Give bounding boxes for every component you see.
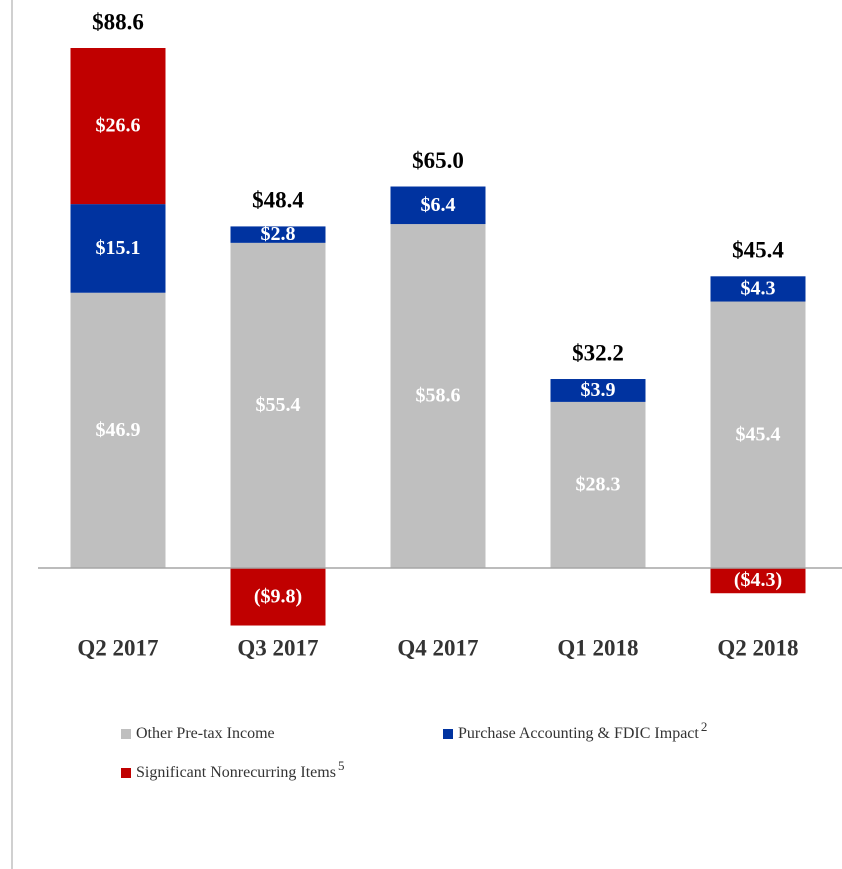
bar-segment: [230, 242, 326, 568]
value-label: $55.4: [256, 394, 301, 416]
bar-segment: [70, 292, 166, 568]
value-label: $28.3: [576, 474, 621, 496]
total-label: $45.4: [732, 238, 784, 263]
legend-swatch: [443, 729, 453, 739]
x-tick-label: Q3 2017: [237, 635, 318, 660]
bar-segment: [710, 301, 806, 568]
x-tick-label: Q4 2017: [397, 635, 478, 660]
total-label: $48.4: [252, 188, 304, 213]
legend-footnote: 2: [701, 719, 708, 734]
bar-segment: [390, 224, 486, 568]
legend-label: Purchase Accounting & FDIC Impact 2: [458, 719, 707, 742]
value-label: $6.4: [421, 194, 456, 216]
x-tick-label: Q2 2018: [717, 635, 798, 660]
legend-swatch: [121, 729, 131, 739]
bar-segment: [70, 48, 166, 205]
bar-segment: [70, 204, 166, 293]
legend-text: Significant Nonrecurring Items: [136, 764, 336, 781]
value-label: $2.8: [261, 223, 296, 245]
bar-segment: [230, 568, 326, 626]
bar-segment: [550, 401, 646, 568]
legend-text: Purchase Accounting & FDIC Impact: [458, 725, 699, 742]
bar-segment: [390, 186, 486, 225]
bar-segment: [710, 276, 806, 302]
bar-segment: [710, 568, 806, 594]
value-label: ($9.8): [254, 585, 302, 607]
value-label: ($4.3): [734, 569, 782, 591]
x-tick-label: Q1 2018: [557, 635, 638, 660]
legend-label: Significant Nonrecurring Items 5: [136, 758, 344, 781]
bar-segment: [550, 379, 646, 402]
value-label: $58.6: [416, 385, 461, 407]
value-label: $46.9: [96, 419, 141, 441]
total-label: $88.6: [92, 9, 144, 34]
legend-label: Other Pre-tax Income: [136, 725, 275, 742]
value-label: $15.1: [96, 237, 141, 259]
value-label: $26.6: [96, 115, 141, 137]
value-label: $45.4: [736, 423, 781, 445]
legend-text: Other Pre-tax Income: [136, 725, 275, 742]
bar-segment: [230, 226, 326, 243]
legend-footnote: 5: [338, 758, 345, 773]
total-label: $32.2: [572, 340, 624, 365]
x-tick-label: Q2 2017: [77, 635, 158, 660]
total-label: $65.0: [412, 148, 464, 173]
value-label: $3.9: [581, 379, 616, 401]
value-label: $4.3: [741, 278, 776, 300]
legend-swatch: [121, 768, 131, 778]
